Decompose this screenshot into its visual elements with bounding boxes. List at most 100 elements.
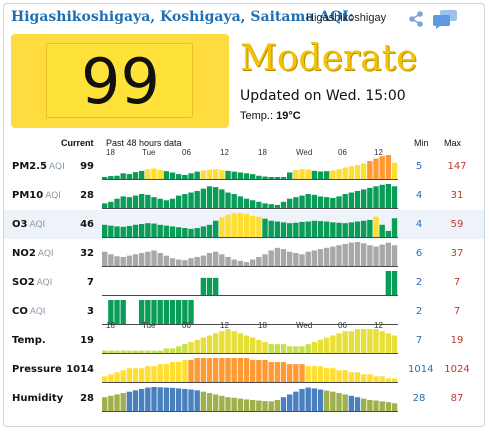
history-bar xyxy=(132,390,139,411)
history-bar xyxy=(330,335,336,353)
history-bar xyxy=(225,192,231,208)
history-bar xyxy=(219,189,225,208)
time-tick-label: 18 xyxy=(106,321,115,330)
history-bar xyxy=(200,170,207,179)
pollutant-name: PM10 xyxy=(12,190,44,201)
time-tick-label: Wed xyxy=(296,148,313,157)
history-bar xyxy=(176,195,182,208)
history-bar xyxy=(200,255,207,266)
history-bar xyxy=(231,397,237,411)
history-bar xyxy=(354,242,361,266)
history-bar xyxy=(108,254,114,266)
history-bar xyxy=(108,374,114,382)
min-value: 6 xyxy=(415,248,423,259)
history-bar xyxy=(274,399,281,411)
history-bar xyxy=(274,204,281,208)
history-bar xyxy=(342,243,348,266)
history-bar xyxy=(108,176,114,179)
history-bar xyxy=(182,260,188,266)
history-bar xyxy=(188,360,194,382)
history-bar xyxy=(145,194,151,208)
history-bar xyxy=(151,387,157,411)
history-bar xyxy=(367,374,373,382)
history-bar-chart[interactable] xyxy=(102,210,398,239)
min-value: 1014 xyxy=(408,364,434,375)
aqi-value-box: 99 xyxy=(11,34,229,128)
pollutant-label: Temp. xyxy=(12,335,46,346)
history-bar xyxy=(305,251,311,266)
history-bar xyxy=(379,376,385,382)
history-bar xyxy=(274,177,281,179)
history-bar xyxy=(342,194,348,208)
history-bar xyxy=(200,188,207,208)
history-bar xyxy=(342,394,348,411)
history-bar-chart[interactable] xyxy=(102,239,398,268)
history-bar xyxy=(299,254,305,266)
city-title-link[interactable]: Higashikoshigaya, Koshigaya, Saitama AQI… xyxy=(11,9,354,25)
history-bar xyxy=(182,228,188,237)
history-bar-chart[interactable] xyxy=(102,268,398,297)
history-bar xyxy=(182,174,188,179)
temperature-summary: Temp.: 19°C xyxy=(240,110,301,122)
history-bar xyxy=(324,368,330,382)
time-tick-label: 18 xyxy=(258,321,267,330)
history-bar xyxy=(262,203,268,208)
history-bar xyxy=(176,227,182,237)
history-bar xyxy=(361,329,367,353)
history-bar xyxy=(287,251,293,266)
history-bar xyxy=(237,333,244,353)
history-bar xyxy=(287,198,293,208)
current-value: 99 xyxy=(80,161,94,172)
history-bar-chart[interactable] xyxy=(102,384,398,413)
aqi-value: 99 xyxy=(81,45,160,118)
history-bar-chart[interactable] xyxy=(102,152,398,181)
aqi-level: Moderate xyxy=(240,38,418,79)
history-bar xyxy=(145,169,151,179)
history-bar xyxy=(200,277,207,295)
history-bar xyxy=(342,331,348,353)
history-bar xyxy=(219,331,225,353)
history-bar xyxy=(305,344,311,353)
history-bar-chart[interactable] xyxy=(102,181,398,210)
share-icon[interactable] xyxy=(408,10,424,28)
past-column-header: Past 48 hours data xyxy=(106,138,182,148)
history-bar xyxy=(317,389,324,411)
history-bar xyxy=(237,196,244,208)
history-bar xyxy=(194,171,200,179)
history-bar xyxy=(145,350,151,353)
history-bar xyxy=(194,228,200,237)
history-bar xyxy=(373,216,379,237)
history-bar-chart[interactable] xyxy=(102,297,398,326)
history-bar xyxy=(293,170,299,179)
history-bar xyxy=(268,204,274,208)
history-bar-chart[interactable] xyxy=(102,326,398,355)
max-value: 19 xyxy=(450,335,464,346)
history-bar xyxy=(330,170,336,179)
history-bar-chart[interactable] xyxy=(102,355,398,384)
history-row: CO AQI 3 2 7 xyxy=(4,297,484,326)
history-bar xyxy=(225,358,231,382)
history-bar xyxy=(287,364,293,382)
time-tick-label: 06 xyxy=(338,321,347,330)
widget-header: Higashikoshigaya, Koshigaya, Saitama AQI… xyxy=(4,4,484,32)
history-bar xyxy=(330,197,336,208)
history-bar xyxy=(231,213,237,237)
pollutant-label: NO2 AQI xyxy=(12,248,54,259)
history-bar xyxy=(391,271,398,295)
pollutant-name: NO2 xyxy=(12,248,36,259)
pollutant-name: CO xyxy=(12,306,28,317)
history-bar xyxy=(330,222,336,237)
aqi-unit-label: AQI xyxy=(36,278,53,288)
history-bar xyxy=(293,222,299,237)
history-bar xyxy=(268,220,274,237)
history-bar xyxy=(139,368,145,382)
comment-icon[interactable] xyxy=(431,9,459,29)
history-bar xyxy=(139,170,145,179)
history-bar xyxy=(219,170,225,179)
history-bar xyxy=(262,360,268,382)
history-bar xyxy=(324,247,330,266)
max-value: 87 xyxy=(450,393,464,404)
history-bar xyxy=(206,186,213,208)
time-tick-label: Tue xyxy=(142,321,156,330)
max-value: 7 xyxy=(453,306,461,317)
